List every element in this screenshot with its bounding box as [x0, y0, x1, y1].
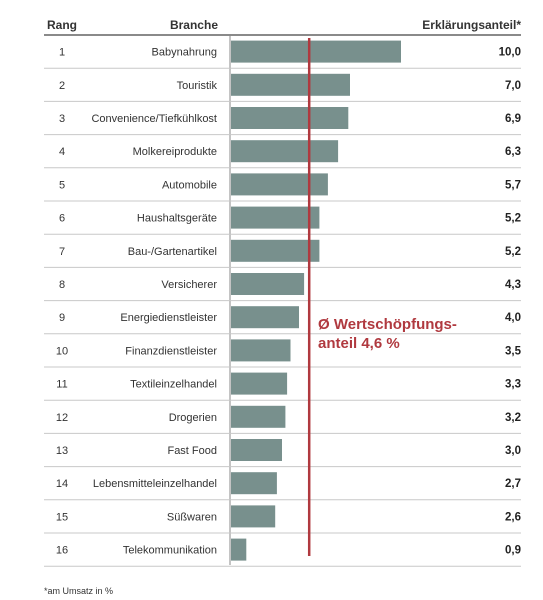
category-label: Süßwaren	[167, 511, 217, 523]
bar	[231, 538, 247, 561]
bar	[231, 306, 299, 329]
rank-label: 16	[56, 545, 68, 557]
value-label: 0,9	[505, 545, 521, 557]
rank-label: 6	[59, 213, 65, 225]
bar	[231, 339, 291, 362]
footnote: *am Umsatz in %	[44, 586, 113, 596]
value-label: 6,3	[505, 146, 521, 158]
category-label: Finanzdienstleister	[125, 345, 217, 357]
bar	[231, 372, 288, 395]
bar	[231, 107, 349, 129]
bar	[231, 273, 305, 295]
rank-label: 10	[56, 345, 68, 357]
bar	[231, 40, 401, 63]
value-label: 4,0	[505, 312, 521, 324]
value-label: 2,6	[505, 511, 521, 523]
bar	[231, 405, 286, 428]
value-label: 7,0	[505, 80, 521, 92]
category-label: Convenience/Tiefkühlkost	[91, 113, 217, 125]
value-label: 5,7	[505, 179, 521, 191]
value-label: 3,2	[505, 412, 521, 424]
rank-label: 7	[59, 246, 65, 258]
bar	[231, 173, 328, 196]
rank-label: 4	[59, 146, 65, 158]
category-label: Haushaltsgeräte	[137, 213, 217, 225]
category-label: Textileinzelhandel	[130, 379, 217, 391]
value-label: 5,2	[505, 213, 521, 225]
value-label: 4,3	[505, 279, 521, 291]
category-label: Energiedienstleister	[120, 312, 217, 324]
bar	[231, 439, 282, 461]
category-label: Automobile	[162, 179, 217, 191]
average-annotation-line1: Ø Wertschöpfungs-	[318, 316, 457, 333]
category-label: Touristik	[177, 80, 218, 92]
category-label: Bau-/Gartenartikel	[128, 246, 217, 258]
value-label: 3,3	[505, 379, 521, 391]
value-label: 6,9	[505, 113, 521, 125]
rank-label: 14	[56, 478, 68, 490]
rank-label: 12	[56, 412, 68, 424]
value-label: 2,7	[505, 478, 521, 490]
rank-label: 8	[59, 279, 65, 291]
rank-label: 11	[56, 379, 67, 391]
value-label: 5,2	[505, 246, 521, 258]
rank-label: 5	[59, 179, 65, 191]
value-header: Erklärungsanteil*	[422, 18, 521, 32]
category-label: Fast Food	[167, 445, 217, 457]
bar	[231, 472, 277, 495]
bar	[231, 73, 350, 96]
rank-label: 1	[59, 47, 65, 59]
average-annotation-line2: anteil 4,6 %	[318, 335, 400, 352]
value-label: 10,0	[499, 47, 521, 59]
bar	[231, 239, 320, 262]
category-label: Versicherer	[161, 279, 217, 291]
bar	[231, 140, 339, 163]
category-header: Branche	[170, 18, 218, 32]
category-label: Telekommunikation	[123, 545, 217, 557]
rank-label: 15	[56, 511, 68, 523]
rank-label: 13	[56, 445, 68, 457]
rank-label: 2	[59, 80, 65, 92]
category-label: Lebensmitteleinzelhandel	[93, 478, 217, 490]
bar	[231, 505, 276, 528]
rank-header: Rang	[47, 18, 77, 32]
category-label: Drogerien	[169, 412, 217, 424]
value-label: 3,5	[505, 345, 522, 357]
value-label: 3,0	[505, 445, 521, 457]
category-label: Molkereiprodukte	[133, 146, 217, 158]
rank-label: 3	[59, 113, 65, 125]
category-label: Babynahrung	[152, 47, 217, 59]
chart-rows: 1 Babynahrung 10,0 2 Touristik 7,0 3 Convenienc…	[44, 40, 522, 567]
rank-label: 9	[59, 312, 65, 324]
bar	[231, 206, 320, 229]
